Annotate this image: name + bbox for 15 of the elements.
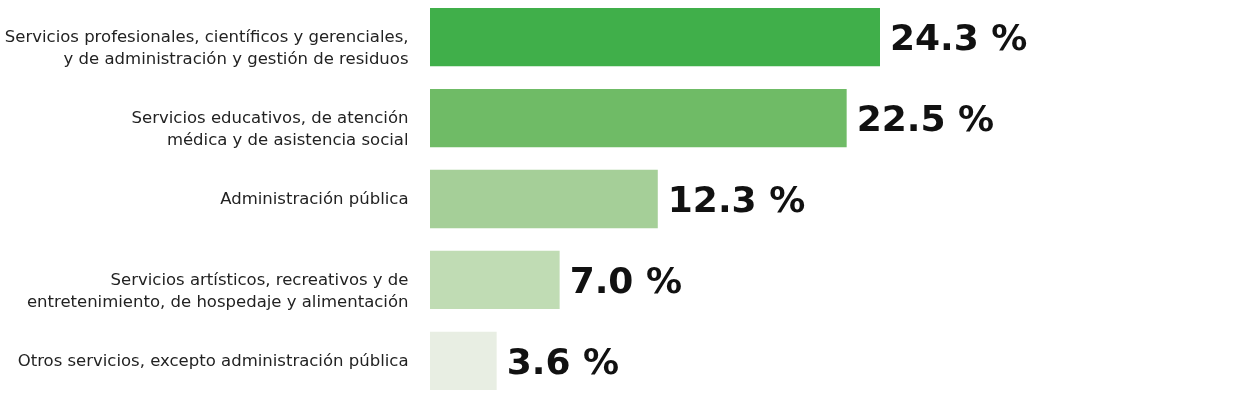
- data-label: 3.6 %: [506, 340, 620, 382]
- y-tick-label: Otros servicios, excepto administración pública: [17, 350, 409, 370]
- y-tick-label: Servicios artísticos, recreativos y de entretenimiento, de hospedaje y alimentación: [26, 269, 409, 311]
- bar: [430, 250, 560, 310]
- data-label: 24.3 %: [890, 17, 1028, 59]
- data-label: 22.5 %: [856, 98, 995, 140]
- bar: [430, 88, 847, 148]
- bar: [430, 8, 880, 67]
- y-tick-label: Administración pública: [220, 189, 409, 208]
- bar: [430, 169, 658, 229]
- bar: [430, 331, 497, 390]
- y-tick-label: Servicios profesionales, científicos y gerenciales, y de administración y gestión de residuos: [4, 27, 409, 69]
- data-label: 12.3 %: [667, 179, 806, 220]
- y-tick-label: Servicios educativos, de atención médica y de asistencia social: [131, 108, 409, 150]
- data-label: 7.0 %: [569, 259, 683, 301]
